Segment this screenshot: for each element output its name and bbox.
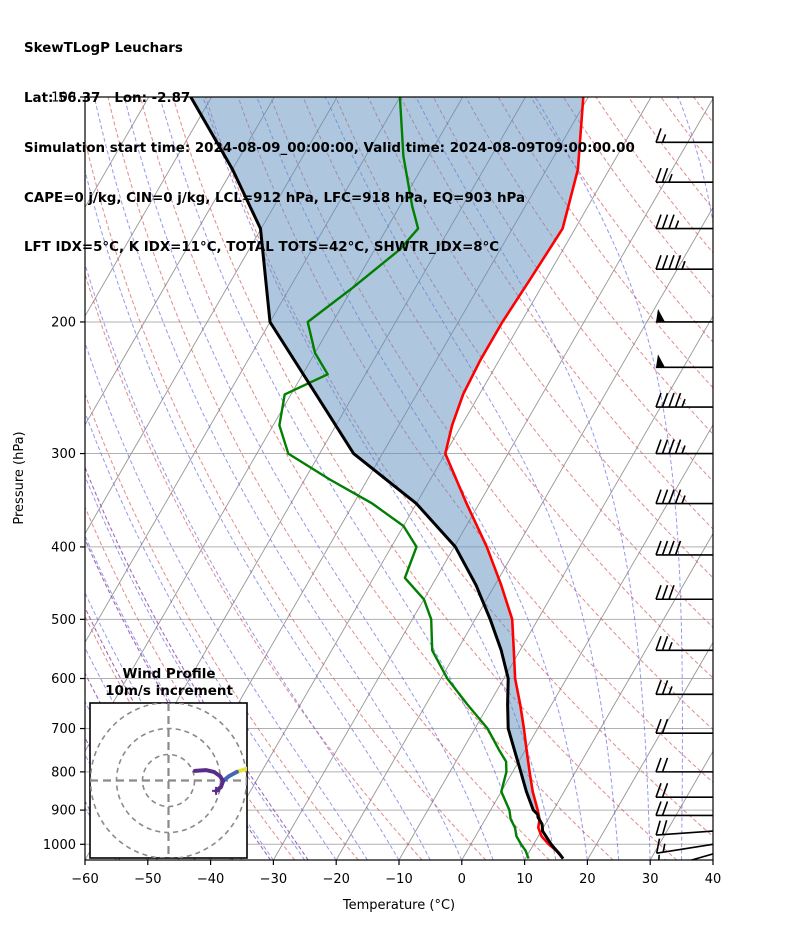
wind-barb <box>655 757 713 773</box>
hodograph-trace-purple <box>193 768 226 793</box>
x-tick-label: −30 <box>260 872 287 887</box>
x-tick-label: 10 <box>516 872 533 887</box>
y-ticks: 100 200 300 400 500 600 700 800 900 1000 <box>43 91 85 853</box>
wind-barb <box>655 128 713 144</box>
wind-barb <box>655 214 713 230</box>
x-tick-label: −60 <box>71 872 98 887</box>
wind-barb <box>655 584 713 601</box>
y-tick-label: 500 <box>51 613 76 628</box>
hodograph-rings <box>90 703 247 858</box>
hodograph-trace-yellow <box>234 766 247 774</box>
wind-barb <box>655 254 713 271</box>
wind-barb <box>655 820 713 836</box>
y-tick-label: 900 <box>51 804 76 819</box>
wind-barb <box>655 801 713 817</box>
wind-barb <box>656 308 713 323</box>
wind-barb <box>655 636 713 652</box>
wind-barb <box>655 718 713 734</box>
wind-barb <box>655 680 713 696</box>
wind-barb <box>655 540 713 556</box>
title-line-latlon: Lat: 56.37 Lon: -2.87 <box>24 90 191 106</box>
title-line-indices: LFT IDX=5°C, K IDX=11°C, TOTAL TOTS=42°C… <box>24 240 500 256</box>
y-tick-label: 800 <box>51 765 76 780</box>
y-tick-label: 700 <box>51 722 76 737</box>
y-tick-label: 100 <box>51 91 76 106</box>
x-ticks: −60 −50 −40 −30 −20 −10 0 10 20 30 40 <box>71 860 721 887</box>
hodograph-trace-blue <box>221 769 239 783</box>
cin-shading <box>190 97 584 819</box>
temperature-line <box>444 97 585 860</box>
hodograph-inset <box>89 702 248 859</box>
title-block: SkewTLogP Leuchars Lat: 56.37 Lon: -2.87… <box>24 8 635 290</box>
x-tick-label: 40 <box>705 872 722 887</box>
y-tick-label: 200 <box>51 315 76 330</box>
wind-barb <box>655 392 713 408</box>
wind-barb <box>655 838 713 855</box>
y-tick-label: 300 <box>51 447 76 462</box>
wind-barbs <box>655 128 713 860</box>
wind-barb <box>655 439 713 455</box>
wind-barb <box>657 853 713 860</box>
hodograph-title-line1: Wind Profile <box>122 666 215 682</box>
wind-barb <box>655 782 713 799</box>
x-tick-label: −10 <box>385 872 412 887</box>
hodograph-end-marker <box>212 786 221 795</box>
x-tick-label: −40 <box>197 872 224 887</box>
x-tick-label: −50 <box>134 872 161 887</box>
title-line-station: SkewTLogP Leuchars <box>24 41 183 57</box>
y-tick-label: 1000 <box>43 838 76 853</box>
x-tick-label: 0 <box>458 872 466 887</box>
parcel-line <box>189 97 565 860</box>
y-tick-label: 600 <box>51 672 76 687</box>
y-tick-label: 400 <box>51 540 76 555</box>
x-tick-label: 30 <box>642 872 659 887</box>
dewpoint-line <box>278 97 530 860</box>
wind-barb <box>655 167 713 183</box>
x-tick-label: 20 <box>579 872 596 887</box>
wind-barb <box>655 489 713 505</box>
title-line-times: Simulation start time: 2024-08-09_00:00:… <box>24 140 635 156</box>
x-tick-label: −20 <box>322 872 349 887</box>
hodograph-title-line2: 10m/s increment <box>105 683 233 699</box>
x-axis-label: Temperature (°C) <box>342 898 455 913</box>
title-line-cape: CAPE=0 j/kg, CIN=0 j/kg, LCL=912 hPa, LF… <box>24 190 526 206</box>
y-axis-label: Pressure (hPa) <box>12 431 27 524</box>
wind-barb <box>656 354 713 369</box>
